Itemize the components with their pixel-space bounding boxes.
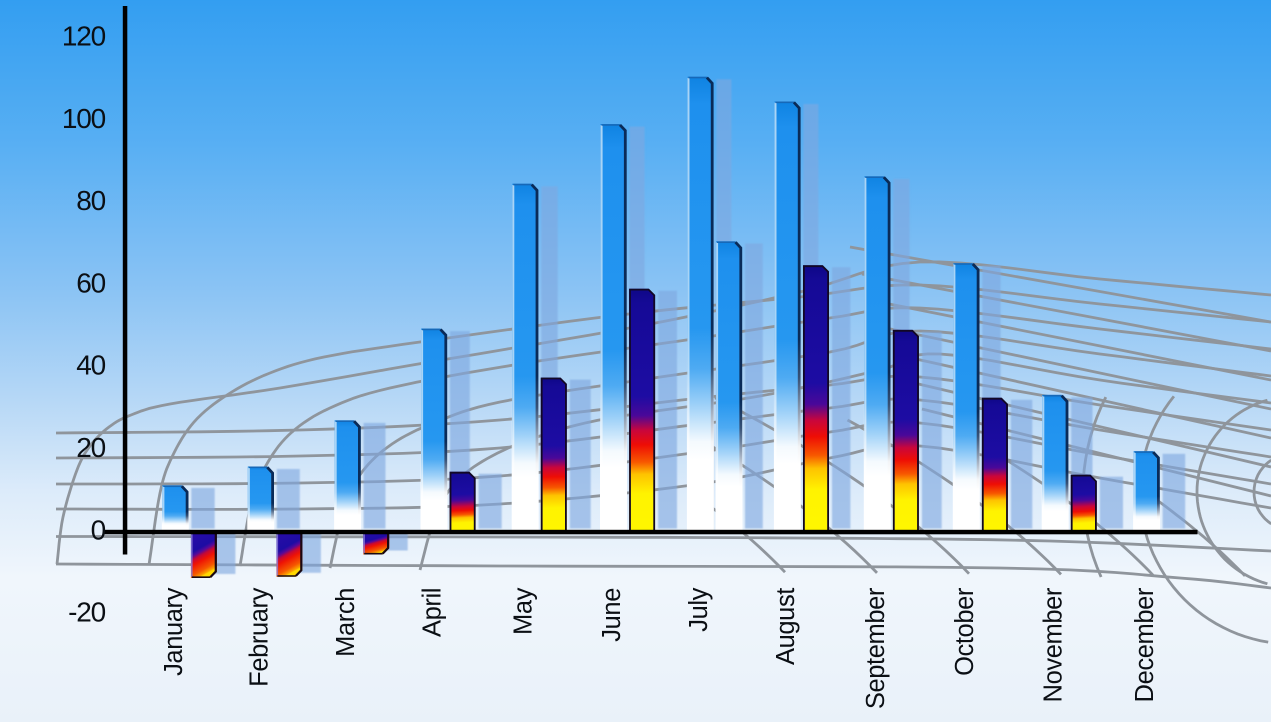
- svg-text:March: March: [332, 588, 360, 657]
- svg-text:July: July: [685, 587, 713, 631]
- svg-text:October: October: [951, 587, 979, 676]
- svg-text:June: June: [598, 588, 626, 642]
- svg-text:August: August: [772, 588, 800, 665]
- svg-text:80: 80: [76, 185, 105, 216]
- svg-text:-20: -20: [68, 597, 105, 628]
- svg-text:January: January: [160, 587, 188, 676]
- svg-text:100: 100: [62, 103, 106, 134]
- svg-text:20: 20: [76, 432, 105, 463]
- svg-text:February: February: [245, 587, 273, 686]
- svg-text:September: September: [862, 587, 890, 709]
- svg-text:December: December: [1131, 587, 1159, 702]
- svg-text:40: 40: [76, 350, 105, 381]
- svg-text:April: April: [419, 588, 447, 637]
- svg-text:0: 0: [91, 514, 106, 545]
- svg-text:120: 120: [62, 21, 106, 52]
- svg-text:60: 60: [76, 267, 105, 298]
- svg-text:May: May: [510, 587, 538, 635]
- svg-text:November: November: [1040, 587, 1068, 702]
